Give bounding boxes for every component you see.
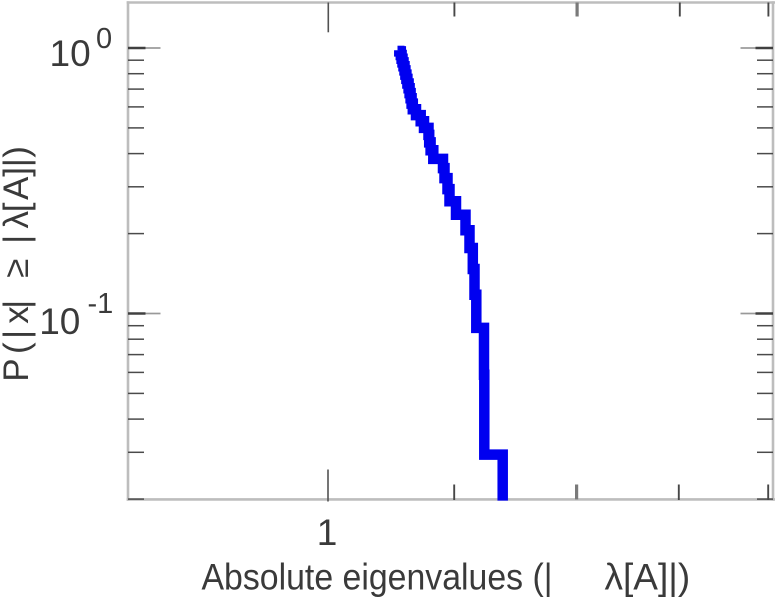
svg-text:x: x <box>0 306 36 324</box>
svg-text:]: ] <box>0 167 36 177</box>
svg-text:10: 10 <box>50 33 91 74</box>
svg-text:[: [ <box>0 202 36 212</box>
svg-text:λ[A]|): λ[A]|) <box>605 557 691 598</box>
svg-text:λ: λ <box>0 211 36 229</box>
svg-text:≥: ≥ <box>0 258 36 277</box>
svg-text:0: 0 <box>96 23 112 55</box>
svg-text:A: A <box>0 176 36 200</box>
svg-text:|: | <box>0 300 36 309</box>
svg-text:): ) <box>0 146 36 158</box>
svg-text:10: 10 <box>39 301 80 342</box>
svg-text:P: P <box>0 358 36 381</box>
svg-text:-1: -1 <box>88 288 114 320</box>
svg-text:|: | <box>0 330 36 339</box>
svg-text:Absolute eigenvalues (|: Absolute eigenvalues (| <box>202 557 553 598</box>
svg-text:|: | <box>0 158 36 167</box>
svg-text:(: ( <box>0 342 36 354</box>
svg-text:|: | <box>0 235 36 244</box>
svg-text:1: 1 <box>317 512 338 553</box>
